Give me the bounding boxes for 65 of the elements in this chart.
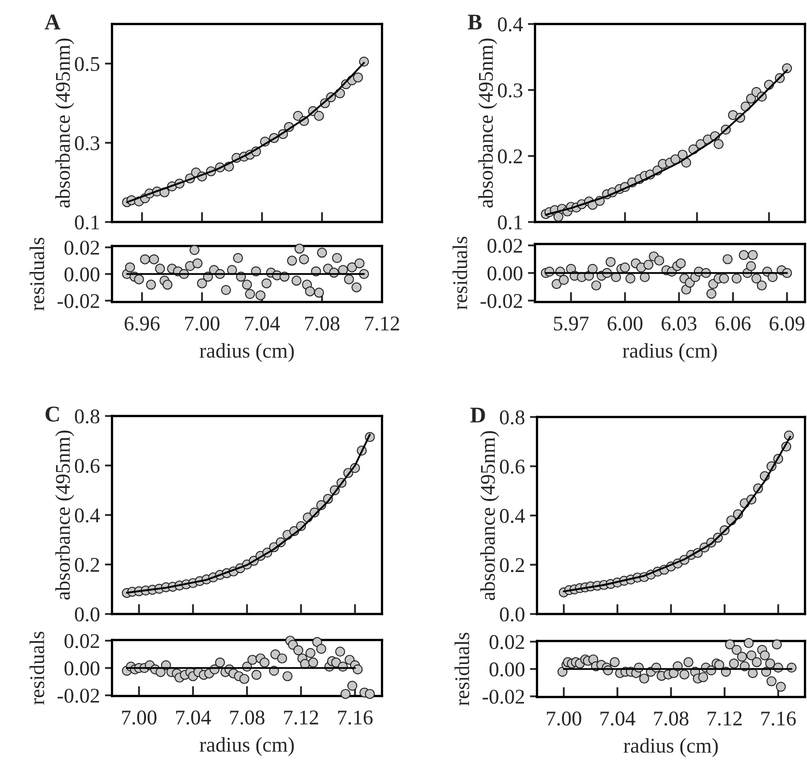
y-axis-title: residuals: [454, 632, 470, 706]
y-axis-title: absorbance (495nm): [55, 430, 74, 600]
x-tick-label: 6.06: [716, 316, 751, 331]
y-tick-label: 0.02: [488, 238, 522, 253]
y-tick-label: 0.1: [74, 215, 99, 230]
x-tick-label: 7.12: [708, 712, 742, 726]
x-tick-label: 6.96: [124, 316, 160, 331]
y-tick-label: 0.00: [488, 266, 522, 281]
y-tick-label: 0.1: [498, 215, 522, 230]
y-axis-title: absorbance (495nm): [478, 38, 498, 208]
x-tick-label: 5.97: [554, 316, 589, 331]
y-tick-label: 0.6: [500, 460, 525, 474]
y-tick-label: 0.5: [74, 56, 100, 72]
x-tick-label: 7.00: [185, 316, 220, 331]
chart-title: C: [46, 406, 59, 422]
y-axis-title: residuals: [30, 632, 44, 705]
y-tick-label: 0.0: [74, 607, 100, 622]
x-tick-label: 6.09: [770, 316, 804, 331]
x-tick-label: 7.00: [546, 711, 582, 726]
x-tick-label: 7.12: [284, 710, 318, 725]
y-axis-title: residuals: [30, 238, 44, 311]
y-tick-label: 0.02: [490, 635, 524, 650]
y-tick-label: 0.8: [74, 409, 100, 424]
y-tick-label: -0.02: [58, 688, 100, 703]
y-tick-label: 0.3: [74, 136, 100, 150]
chart-title: D: [470, 408, 485, 422]
x-tick-label: 6.03: [662, 316, 696, 331]
y-tick-label: 0.4: [498, 17, 523, 32]
y-tick-label: 0.0: [500, 607, 524, 622]
chart-title: A: [44, 14, 60, 30]
x-axis-title: radius (cm): [622, 343, 717, 362]
y-tick-label: 0.2: [498, 149, 522, 164]
y-tick-label: -0.02: [58, 294, 100, 308]
x-tick-label: 7.12: [365, 316, 400, 331]
x-tick-label: 7.08: [654, 711, 688, 726]
x-axis-title: radius (cm): [200, 343, 294, 362]
y-tick-label: 0.02: [64, 240, 100, 255]
y-tick-label: -0.02: [480, 294, 522, 308]
y-tick-label: 0.6: [74, 458, 100, 474]
y-axis-title: residuals: [452, 236, 468, 310]
y-tick-label: 0.00: [490, 662, 524, 677]
x-tick-label: 7.04: [245, 316, 280, 331]
x-tick-label: 7.16: [761, 712, 796, 726]
x-tick-label: 7.08: [305, 316, 340, 331]
y-tick-label: 0.4: [500, 508, 525, 524]
x-tick-label: 7.04: [600, 711, 636, 726]
y-tick-label: 0.2: [500, 558, 524, 572]
x-tick-label: 6.00: [608, 316, 642, 331]
y-axis-title: absorbance (495nm): [55, 38, 74, 208]
x-tick-label: 7.04: [176, 710, 211, 725]
y-tick-label: 0.00: [64, 661, 100, 676]
x-tick-label: 7.16: [338, 710, 373, 725]
x-tick-label: 7.08: [230, 710, 264, 725]
y-tick-label: 0.02: [64, 634, 100, 648]
y-tick-label: -0.02: [482, 690, 524, 704]
y-axis-title: absorbance (495nm): [480, 431, 500, 600]
chart-title: B: [468, 14, 482, 30]
x-axis-title: radius (cm): [200, 737, 294, 756]
y-tick-label: 0.00: [64, 267, 100, 282]
x-axis-title: radius (cm): [624, 738, 718, 758]
y-tick-label: 0.3: [498, 83, 522, 98]
x-tick-label: 7.00: [122, 710, 156, 725]
y-tick-label: 0.2: [74, 558, 100, 572]
y-tick-label: 0.4: [74, 508, 100, 523]
y-tick-label: 0.8: [500, 410, 524, 425]
